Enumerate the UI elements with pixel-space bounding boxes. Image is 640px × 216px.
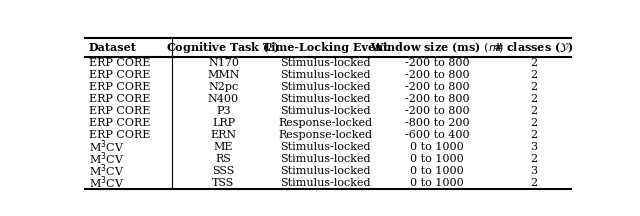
Text: N170: N170 — [208, 58, 239, 68]
Text: 0 to 1000: 0 to 1000 — [410, 154, 464, 164]
Text: Window size (ms) $(m)$: Window size (ms) $(m)$ — [370, 40, 504, 55]
Text: -200 to 800: -200 to 800 — [405, 94, 470, 104]
Text: # classes ($\mathcal{Y}$): # classes ($\mathcal{Y}$) — [493, 40, 573, 55]
Text: M$^3$CV: M$^3$CV — [89, 139, 124, 155]
Text: -800 to 200: -800 to 200 — [405, 118, 470, 128]
Text: 2: 2 — [530, 154, 537, 164]
Text: ERP CORE: ERP CORE — [89, 118, 150, 128]
Text: ERP CORE: ERP CORE — [89, 106, 150, 116]
Text: ERP CORE: ERP CORE — [89, 130, 150, 140]
Text: Stimulus-locked: Stimulus-locked — [280, 58, 371, 68]
Text: -600 to 400: -600 to 400 — [405, 130, 470, 140]
Text: TSS: TSS — [212, 178, 235, 188]
Text: 2: 2 — [530, 70, 537, 80]
Text: Stimulus-locked: Stimulus-locked — [280, 166, 371, 176]
Text: 0 to 1000: 0 to 1000 — [410, 178, 464, 188]
Text: M$^3$CV: M$^3$CV — [89, 175, 124, 191]
Text: 2: 2 — [530, 82, 537, 92]
Text: N2pc: N2pc — [209, 82, 239, 92]
Text: Stimulus-locked: Stimulus-locked — [280, 82, 371, 92]
Text: -200 to 800: -200 to 800 — [405, 70, 470, 80]
Text: LRP: LRP — [212, 118, 235, 128]
Text: 2: 2 — [530, 130, 537, 140]
Text: RS: RS — [216, 154, 232, 164]
Text: ERP CORE: ERP CORE — [89, 82, 150, 92]
Text: -200 to 800: -200 to 800 — [405, 106, 470, 116]
Text: SSS: SSS — [212, 166, 235, 176]
Text: Response-locked: Response-locked — [278, 118, 372, 128]
Text: ERN: ERN — [211, 130, 237, 140]
Text: Cognitive Task ($\mathcal{E}$): Cognitive Task ($\mathcal{E}$) — [166, 40, 280, 55]
Text: Stimulus-locked: Stimulus-locked — [280, 154, 371, 164]
Text: Stimulus-locked: Stimulus-locked — [280, 94, 371, 104]
Text: Time-Locking Event: Time-Locking Event — [263, 42, 388, 53]
Text: Stimulus-locked: Stimulus-locked — [280, 178, 371, 188]
Text: 2: 2 — [530, 94, 537, 104]
Text: ERP CORE: ERP CORE — [89, 94, 150, 104]
Text: M$^3$CV: M$^3$CV — [89, 163, 124, 179]
Text: -200 to 800: -200 to 800 — [405, 82, 470, 92]
Text: M$^3$CV: M$^3$CV — [89, 151, 124, 167]
Text: ERP CORE: ERP CORE — [89, 70, 150, 80]
Text: Response-locked: Response-locked — [278, 130, 372, 140]
Text: 2: 2 — [530, 118, 537, 128]
Text: 3: 3 — [530, 142, 537, 152]
Text: 3: 3 — [530, 166, 537, 176]
Text: 0 to 1000: 0 to 1000 — [410, 166, 464, 176]
Text: Stimulus-locked: Stimulus-locked — [280, 70, 371, 80]
Text: -200 to 800: -200 to 800 — [405, 58, 470, 68]
Text: MMN: MMN — [207, 70, 240, 80]
Text: P3: P3 — [216, 106, 231, 116]
Text: 0 to 1000: 0 to 1000 — [410, 142, 464, 152]
Text: Stimulus-locked: Stimulus-locked — [280, 142, 371, 152]
Text: N400: N400 — [208, 94, 239, 104]
Text: 2: 2 — [530, 178, 537, 188]
Text: Stimulus-locked: Stimulus-locked — [280, 106, 371, 116]
Text: Dataset: Dataset — [89, 42, 137, 53]
Text: 2: 2 — [530, 106, 537, 116]
Text: 2: 2 — [530, 58, 537, 68]
Text: ERP CORE: ERP CORE — [89, 58, 150, 68]
Text: ME: ME — [214, 142, 233, 152]
